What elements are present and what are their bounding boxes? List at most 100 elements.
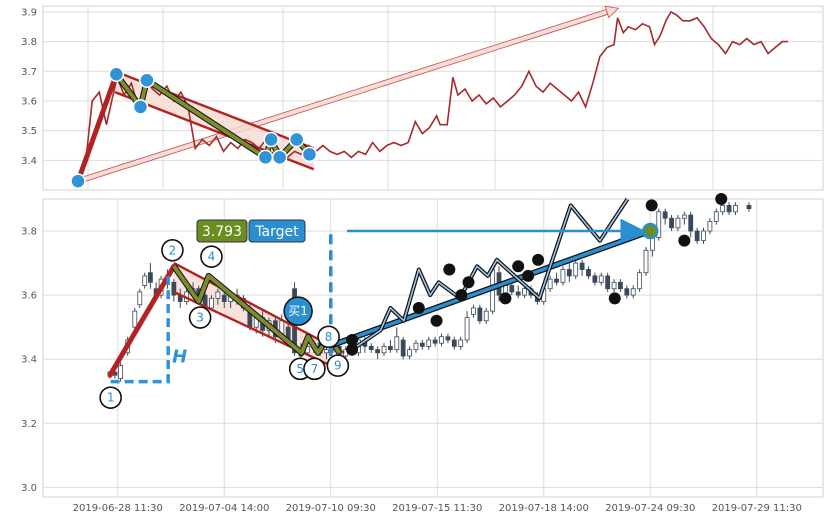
pivot-marker [139,72,155,88]
price-line [77,10,788,182]
candle-body [451,339,457,347]
x-tick-label: 2019-07-29 11:30 [712,503,802,514]
candle-body [458,339,464,347]
y-tick-label: 3.5 [21,126,37,137]
candle-body [694,230,700,242]
candle-body [592,275,598,283]
candle-body [579,262,585,270]
candle-body [419,342,425,347]
candle-body [547,278,553,290]
target-marker [642,222,659,240]
pivot-marker [462,276,475,289]
plot-frame [42,198,824,498]
candle-body [137,291,143,306]
candle-body [471,307,476,315]
y-tick-label: 3.7 [21,67,37,78]
target-label-box [248,219,306,243]
pivot-marker [645,199,658,212]
candle-body [726,205,732,213]
candle-body [746,205,752,210]
pivot-marker [455,289,468,302]
candle-body [675,217,681,229]
wave-label: 9 [334,359,342,373]
channel-line [173,262,345,354]
y-tick-label: 3.8 [21,37,37,48]
wave-label-circle [303,357,326,381]
candle-body [649,237,655,251]
x-tick-label: 2019-07-24 09:30 [605,503,695,514]
candle-body [148,272,153,283]
x-tick-label: 2019-07-04 14:00 [179,503,269,514]
candle-body [118,365,123,379]
y-tick-label: 3.9 [21,7,37,18]
x-tick-label: 2019-07-18 14:00 [499,503,589,514]
y-tick-label: 3.6 [21,291,37,302]
x-tick-label: 2019-07-10 09:30 [286,503,376,514]
candle-body [477,307,483,322]
pivot-marker [499,292,512,305]
wave-label: 4 [208,250,216,264]
pivot-marker [70,173,86,189]
pivot-marker [346,343,359,356]
h-marker [110,272,170,384]
buy-marker-label: 买1 [288,304,308,318]
pivot-marker [346,333,359,346]
wave-label-circle [188,306,212,329]
candle-body [464,317,470,341]
candle-body [586,269,591,277]
candle-body [439,336,444,344]
wave-label: 8 [325,330,333,344]
candle-body [624,288,630,296]
x-tick-label: 2019-07-15 11:30 [392,503,482,514]
pivot-marker [532,253,545,266]
candle-body [400,339,406,357]
pivot-marker [443,263,456,276]
candle-body [720,205,726,213]
y-tick-label: 3.6 [21,96,37,107]
y-tick-label: 3.4 [21,355,37,366]
plot-frame [42,5,824,191]
candle-body [701,230,706,242]
y-tick-label: 3.8 [21,227,37,238]
pivot-marker [271,149,288,166]
candle-body [733,205,738,213]
candle-body [209,297,214,309]
candle-body [142,275,148,286]
candle-body [426,339,432,347]
target-label: Target [254,224,299,240]
impulse-line [75,71,119,184]
candle-body [688,214,694,232]
target-value: 3.793 [202,224,242,240]
candle-body [407,349,412,357]
candle-body [221,294,227,302]
pivot-marker [301,146,318,163]
target-line [328,229,651,349]
candle-body [375,349,381,354]
pivot-marker [263,131,279,148]
pivot-marker [412,301,425,314]
h-marker-label: H [172,346,187,367]
candle-body [573,262,579,277]
wave-label: 1 [107,391,115,405]
candle-body [560,269,566,283]
projection-arrow-head [604,5,620,19]
pivot-marker [257,149,274,166]
candle-body [432,339,438,344]
wave-label: 7 [311,362,319,376]
candle-body [669,217,674,229]
candle-body [611,281,617,290]
y-tick-label: 3.2 [21,419,37,430]
candle-body [656,211,662,238]
candle-body [381,345,387,354]
candle-body [618,281,623,290]
x-tick-label: 2019-06-28 11:30 [73,503,163,514]
candle-body [445,336,451,341]
candle-body [394,336,400,351]
candle-body [368,345,374,351]
candle-body [132,310,138,328]
pivot-marker [132,99,149,115]
candle-body [637,272,643,290]
pivot-marker [678,234,691,247]
channel-fill [114,71,314,170]
